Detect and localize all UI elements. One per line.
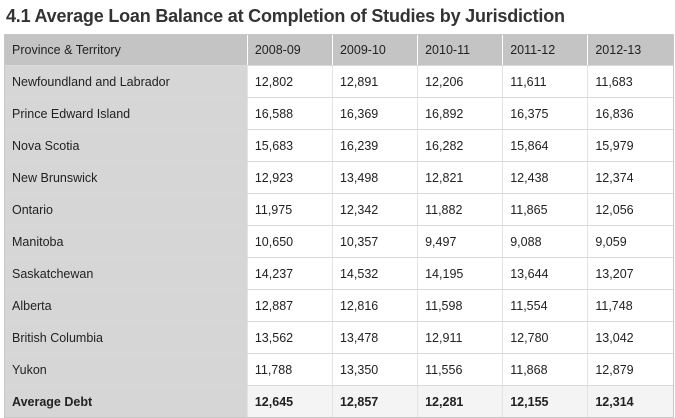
total-label-cell: Average Debt [5, 385, 248, 417]
table-row: British Columbia 13,562 13,478 12,911 12… [5, 321, 673, 354]
column-header-year: 2010-11 [417, 35, 503, 66]
province-cell: Saskatchewan [5, 257, 248, 290]
value-cell: 13,350 [331, 353, 418, 386]
table-row: Alberta 12,887 12,816 11,598 11,554 11,7… [5, 289, 673, 322]
value-cell: 13,207 [587, 257, 673, 290]
column-header-year: 2011-12 [502, 35, 588, 66]
province-cell: Alberta [5, 289, 248, 322]
province-cell: Prince Edward Island [5, 97, 248, 130]
province-cell: Yukon [5, 353, 248, 386]
value-cell: 12,891 [331, 65, 418, 98]
value-cell: 13,042 [587, 321, 673, 354]
value-cell: 14,532 [331, 257, 418, 290]
column-header-year: 2012-13 [587, 35, 673, 66]
table-header-row: Province & Territory 2008-09 2009-10 201… [5, 35, 673, 66]
column-header-year: 2008-09 [246, 35, 333, 66]
value-cell: 16,239 [331, 129, 418, 162]
value-cell: 13,498 [331, 161, 418, 194]
value-cell: 16,588 [246, 97, 333, 130]
value-cell: 12,821 [417, 161, 503, 194]
value-cell: 16,375 [502, 97, 588, 130]
total-value-cell: 12,281 [417, 385, 503, 417]
province-cell: Nova Scotia [5, 129, 248, 162]
value-cell: 11,788 [246, 353, 333, 386]
table-row: Manitoba 10,650 10,357 9,497 9,088 9,059 [5, 225, 673, 258]
value-cell: 10,357 [331, 225, 418, 258]
province-cell: British Columbia [5, 321, 248, 354]
value-cell: 12,342 [331, 193, 418, 226]
province-cell: New Brunswick [5, 161, 248, 194]
total-value-cell: 12,645 [246, 385, 333, 417]
page-title: 4.1 Average Loan Balance at Completion o… [6, 6, 565, 26]
table-row: Newfoundland and Labrador 12,802 12,891 … [5, 65, 673, 98]
value-cell: 15,683 [246, 129, 333, 162]
value-cell: 16,282 [417, 129, 503, 162]
value-cell: 14,237 [246, 257, 333, 290]
value-cell: 11,975 [246, 193, 333, 226]
value-cell: 13,478 [331, 321, 418, 354]
value-cell: 11,868 [502, 353, 588, 386]
value-cell: 12,802 [246, 65, 333, 98]
value-cell: 11,556 [417, 353, 503, 386]
table-row: Prince Edward Island 16,588 16,369 16,89… [5, 97, 673, 130]
value-cell: 16,369 [331, 97, 418, 130]
value-cell: 9,497 [417, 225, 503, 258]
value-cell: 12,374 [587, 161, 673, 194]
value-cell: 9,059 [587, 225, 673, 258]
total-value-cell: 12,857 [331, 385, 418, 417]
value-cell: 12,056 [587, 193, 673, 226]
loan-balance-table: Province & Territory 2008-09 2009-10 201… [5, 35, 673, 417]
total-row: Average Debt 12,645 12,857 12,281 12,155… [5, 385, 673, 417]
table-row: Nova Scotia 15,683 16,239 16,282 15,864 … [5, 129, 673, 162]
total-value-cell: 12,155 [502, 385, 588, 417]
value-cell: 14,195 [417, 257, 503, 290]
value-cell: 16,836 [587, 97, 673, 130]
value-cell: 12,206 [417, 65, 503, 98]
value-cell: 11,683 [587, 65, 673, 98]
value-cell: 12,887 [246, 289, 333, 322]
column-header-year: 2009-10 [331, 35, 418, 66]
province-cell: Manitoba [5, 225, 248, 258]
table-row: New Brunswick 12,923 13,498 12,821 12,43… [5, 161, 673, 194]
column-header-province: Province & Territory [5, 35, 248, 66]
value-cell: 13,562 [246, 321, 333, 354]
value-cell: 11,598 [417, 289, 503, 322]
table-row: Yukon 11,788 13,350 11,556 11,868 12,879 [5, 353, 673, 386]
value-cell: 11,554 [502, 289, 588, 322]
value-cell: 10,650 [246, 225, 333, 258]
province-cell: Ontario [5, 193, 248, 226]
table-row: Ontario 11,975 12,342 11,882 11,865 12,0… [5, 193, 673, 226]
value-cell: 16,892 [417, 97, 503, 130]
total-value-cell: 12,314 [587, 385, 673, 417]
value-cell: 13,644 [502, 257, 588, 290]
value-cell: 12,780 [502, 321, 588, 354]
value-cell: 11,865 [502, 193, 588, 226]
value-cell: 12,816 [331, 289, 418, 322]
value-cell: 11,611 [502, 65, 588, 98]
value-cell: 12,911 [417, 321, 503, 354]
loan-balance-table-container: Province & Territory 2008-09 2009-10 201… [4, 34, 674, 418]
value-cell: 11,882 [417, 193, 503, 226]
value-cell: 15,864 [502, 129, 588, 162]
value-cell: 12,438 [502, 161, 588, 194]
value-cell: 12,923 [246, 161, 333, 194]
value-cell: 12,879 [587, 353, 673, 386]
value-cell: 9,088 [502, 225, 588, 258]
value-cell: 15,979 [587, 129, 673, 162]
value-cell: 11,748 [587, 289, 673, 322]
province-cell: Newfoundland and Labrador [5, 65, 248, 98]
table-row: Saskatchewan 14,237 14,532 14,195 13,644… [5, 257, 673, 290]
